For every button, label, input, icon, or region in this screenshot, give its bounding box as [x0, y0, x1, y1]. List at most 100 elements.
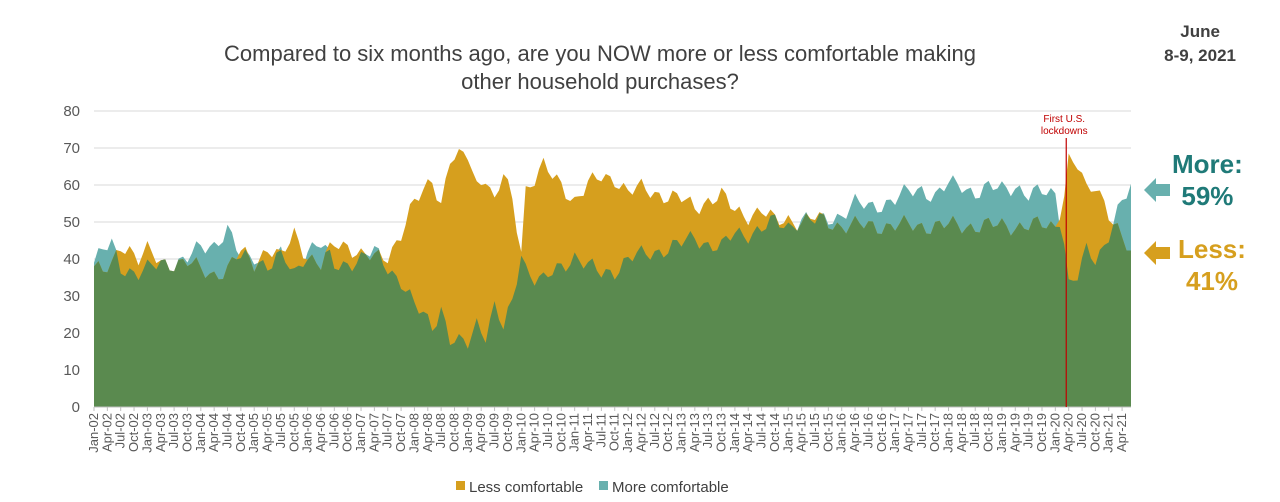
x-tick-label: Oct-06	[340, 413, 355, 452]
x-tick-label: Oct-08	[447, 413, 462, 452]
x-tick-label: Jan-10	[513, 413, 528, 453]
lockdown-annotation: First U.S.lockdowns	[1041, 114, 1088, 407]
x-tick-label: Jul-20	[1074, 413, 1089, 448]
x-tick-label: Jul-17	[914, 413, 929, 448]
x-tick-label: Apr-10	[527, 413, 542, 452]
y-tick-label: 70	[63, 140, 80, 157]
x-tick-label: Jan-16	[834, 413, 849, 453]
x-tick-label: Jan-02	[86, 413, 101, 453]
x-tick-label: Apr-15	[794, 413, 809, 452]
x-tick-label: Jan-05	[246, 413, 261, 453]
y-axis-ticks: 0 10 20 30 40 50 60 70 80	[63, 103, 80, 416]
x-tick-label: Oct-10	[553, 413, 568, 452]
x-tick-label: Oct-15	[820, 413, 835, 452]
x-tick-label: Apr-04	[206, 413, 221, 452]
legend-label-less: Less comfortable	[469, 479, 583, 496]
x-tick-label: Jul-14	[754, 413, 769, 448]
y-tick-label: 20	[63, 325, 80, 342]
x-tick-label: Jan-13	[673, 413, 688, 453]
x-tick-label: Jul-08	[433, 413, 448, 448]
x-tick-label: Oct-04	[233, 413, 248, 452]
annotation-text-line1: First U.S.	[1043, 114, 1085, 125]
chart-title: Compared to six months ago, are you NOW …	[224, 41, 976, 94]
y-tick-label: 60	[63, 177, 80, 194]
x-tick-label: Jan-04	[193, 413, 208, 453]
x-tick-label: Apr-06	[313, 413, 328, 452]
x-tick-label: Jan-06	[300, 413, 315, 453]
more-callout: More: 59%	[1172, 148, 1243, 212]
x-tick-label: Jan-11	[567, 413, 582, 452]
x-tick-label: Apr-13	[687, 413, 702, 452]
x-tick-label: Apr-14	[740, 413, 755, 452]
x-tick-label: Oct-19	[1034, 413, 1049, 452]
more-callout-value: 59%	[1181, 181, 1234, 211]
x-tick-label: Jan-15	[780, 413, 795, 453]
x-tick-label: Apr-08	[420, 413, 435, 452]
x-tick-label: Apr-05	[260, 413, 275, 452]
less-callout: Less: 41%	[1178, 233, 1246, 297]
area-overlap	[94, 213, 1131, 407]
x-tick-label: Apr-09	[473, 413, 488, 452]
x-tick-label: Oct-18	[981, 413, 996, 452]
x-tick-label: Apr-16	[847, 413, 862, 452]
data-areas	[94, 148, 1131, 407]
x-tick-label: Jan-14	[727, 413, 742, 453]
survey-date-days: 8-9, 2021	[1164, 46, 1236, 65]
x-tick-label: Apr-03	[153, 413, 168, 452]
x-tick-label: Apr-07	[366, 413, 381, 452]
x-tick-label: Jul-04	[220, 413, 235, 448]
x-tick-label: Jul-19	[1021, 413, 1036, 448]
x-tick-label: Jul-13	[700, 413, 715, 448]
x-tick-label: Jan-03	[139, 413, 154, 453]
x-tick-label: Jan-07	[353, 413, 368, 453]
x-tick-label: Jul-05	[273, 413, 288, 448]
x-axis-ticks: Jan-02Apr-02Jul-02Oct-02Jan-03Apr-03Jul-…	[86, 407, 1129, 453]
x-tick-label: Oct-14	[767, 413, 782, 452]
y-tick-label: 30	[63, 288, 80, 305]
x-tick-label: Jul-06	[326, 413, 341, 448]
x-tick-label: Jan-20	[1047, 413, 1062, 453]
x-tick-label: Oct-03	[179, 413, 194, 452]
survey-date: June 8-9, 2021	[1164, 20, 1236, 68]
x-tick-label: Jan-12	[620, 413, 635, 453]
x-tick-label: Apr-20	[1061, 413, 1076, 452]
x-tick-label: Jul-07	[380, 413, 395, 448]
more-arrow-icon	[1144, 178, 1170, 202]
x-tick-label: Apr-17	[900, 413, 915, 452]
less-arrow-icon	[1144, 241, 1170, 265]
x-tick-label: Jan-21	[1101, 413, 1116, 453]
x-tick-label: Jul-18	[967, 413, 982, 448]
x-tick-label: Jul-11	[593, 413, 608, 447]
y-tick-label: 0	[72, 399, 80, 416]
x-tick-label: Apr-02	[99, 413, 114, 452]
x-tick-label: Jul-15	[807, 413, 822, 448]
x-tick-label: Apr-18	[954, 413, 969, 452]
legend-label-more: More comfortable	[612, 479, 729, 496]
survey-date-month: June	[1180, 22, 1220, 41]
x-tick-label: Jul-09	[487, 413, 502, 448]
x-tick-label: Apr-12	[633, 413, 648, 452]
x-tick-label: Jul-03	[166, 413, 181, 448]
x-tick-label: Jan-19	[994, 413, 1009, 453]
y-tick-label: 80	[63, 103, 80, 120]
x-tick-label: Oct-16	[874, 413, 889, 452]
x-tick-label: Apr-11	[580, 413, 595, 451]
x-tick-label: Oct-09	[500, 413, 515, 452]
x-tick-label: Jan-08	[406, 413, 421, 453]
less-callout-value: 41%	[1185, 266, 1238, 296]
y-tick-label: 10	[63, 362, 80, 379]
x-tick-label: Oct-17	[927, 413, 942, 452]
x-tick-label: Apr-21	[1114, 413, 1129, 452]
x-tick-label: Jan-17	[887, 413, 902, 453]
x-tick-label: Oct-12	[660, 413, 675, 452]
x-tick-label: Apr-19	[1007, 413, 1022, 452]
x-tick-label: Jan-18	[941, 413, 956, 453]
more-callout-label: More:	[1172, 149, 1243, 179]
legend-swatch-less	[456, 481, 465, 490]
x-tick-label: Oct-13	[714, 413, 729, 452]
x-tick-label: Jul-16	[860, 413, 875, 448]
x-tick-label: Jul-12	[647, 413, 662, 448]
y-tick-label: 50	[63, 214, 80, 231]
x-tick-label: Oct-07	[393, 413, 408, 452]
